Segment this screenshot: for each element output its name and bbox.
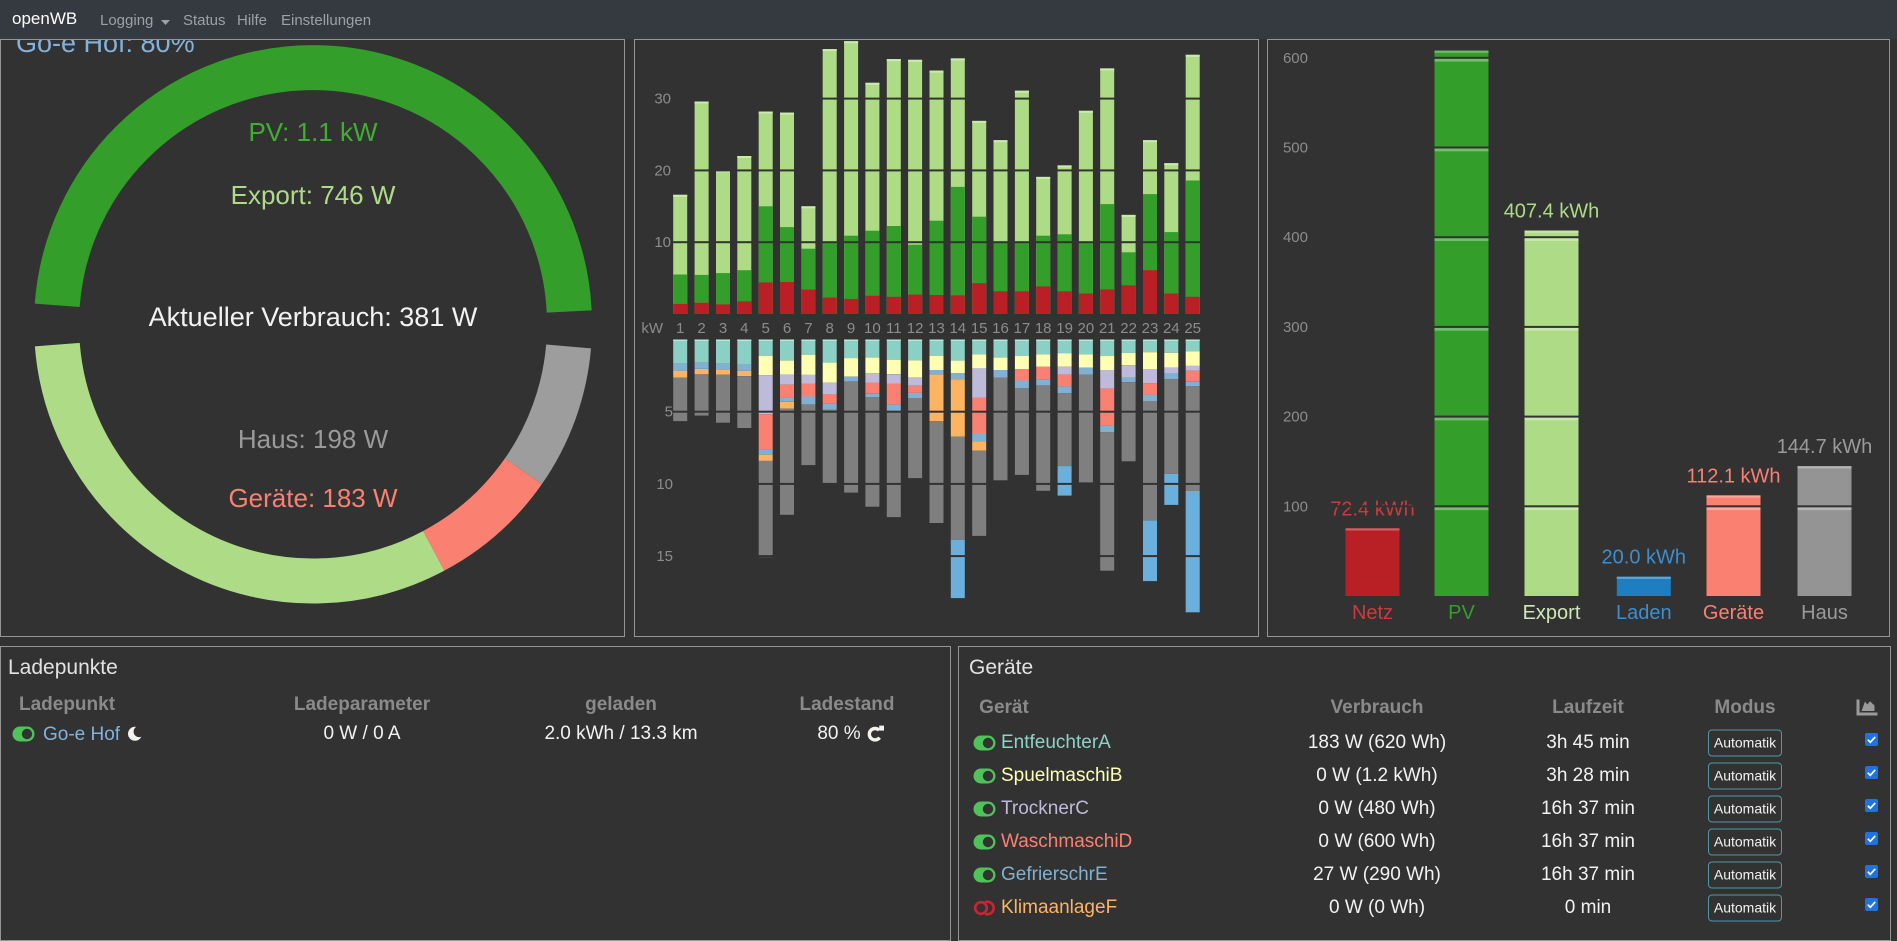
- svg-text:Laden: Laden: [1616, 602, 1672, 624]
- svg-text:19: 19: [1056, 320, 1073, 337]
- svg-text:100: 100: [1283, 498, 1308, 515]
- svg-text:15: 15: [971, 320, 988, 337]
- svg-text:23: 23: [1142, 320, 1159, 337]
- svg-text:200: 200: [1283, 409, 1308, 426]
- svg-text:72.4 kWh: 72.4 kWh: [1330, 498, 1414, 520]
- svg-text:10: 10: [864, 320, 881, 337]
- svg-text:18: 18: [1035, 320, 1052, 337]
- svg-text:10: 10: [654, 234, 671, 251]
- svg-text:15: 15: [656, 548, 673, 565]
- svg-text:20.0 kWh: 20.0 kWh: [1602, 547, 1686, 569]
- svg-text:144.7 kWh: 144.7 kWh: [1777, 436, 1873, 458]
- svg-text:300: 300: [1283, 319, 1308, 336]
- svg-text:PV: PV: [1448, 602, 1475, 624]
- svg-text:5: 5: [665, 404, 673, 421]
- svg-text:Netz: Netz: [1352, 602, 1393, 624]
- svg-text:5: 5: [762, 320, 770, 337]
- svg-text:11: 11: [886, 320, 902, 337]
- svg-text:20: 20: [654, 162, 671, 179]
- svg-text:Haus: Haus: [1801, 602, 1848, 624]
- svg-text:20: 20: [1078, 320, 1095, 337]
- svg-text:14: 14: [949, 320, 966, 337]
- svg-text:2: 2: [697, 320, 705, 337]
- svg-text:PV: 1.1 kW: PV: 1.1 kW: [248, 117, 378, 147]
- svg-text:Aktueller Verbrauch: 381 W: Aktueller Verbrauch: 381 W: [149, 302, 478, 332]
- svg-text:13: 13: [928, 320, 945, 337]
- svg-text:24: 24: [1163, 320, 1180, 337]
- svg-text:kW: kW: [641, 320, 664, 337]
- svg-text:400: 400: [1283, 229, 1308, 246]
- svg-text:Geräte: Geräte: [1703, 602, 1764, 624]
- svg-text:407.4 kWh: 407.4 kWh: [1504, 201, 1600, 223]
- svg-text:10: 10: [656, 476, 673, 493]
- svg-text:12: 12: [907, 320, 924, 337]
- svg-text:500: 500: [1283, 140, 1308, 157]
- svg-text:16: 16: [992, 320, 1009, 337]
- svg-text:Haus: 198 W: Haus: 198 W: [238, 424, 389, 454]
- svg-text:25: 25: [1184, 320, 1201, 337]
- svg-text:Export: 746 W: Export: 746 W: [231, 180, 396, 210]
- svg-text:17: 17: [1014, 320, 1031, 337]
- svg-text:9: 9: [847, 320, 855, 337]
- svg-text:Export: Export: [1523, 602, 1581, 624]
- svg-text:21: 21: [1099, 320, 1116, 337]
- svg-text:1: 1: [676, 320, 684, 337]
- svg-text:600: 600: [1283, 50, 1308, 67]
- svg-text:112.1 kWh: 112.1 kWh: [1686, 465, 1780, 487]
- svg-text:7: 7: [804, 320, 812, 337]
- svg-text:30: 30: [654, 91, 671, 108]
- svg-text:Go-e Hof: 80%: Go-e Hof: 80%: [16, 40, 195, 58]
- svg-text:22: 22: [1120, 320, 1137, 337]
- svg-text:6: 6: [783, 320, 791, 337]
- svg-text:4: 4: [740, 320, 748, 337]
- svg-text:3: 3: [719, 320, 727, 337]
- svg-text:8: 8: [826, 320, 834, 337]
- svg-text:Geräte: 183 W: Geräte: 183 W: [228, 483, 398, 513]
